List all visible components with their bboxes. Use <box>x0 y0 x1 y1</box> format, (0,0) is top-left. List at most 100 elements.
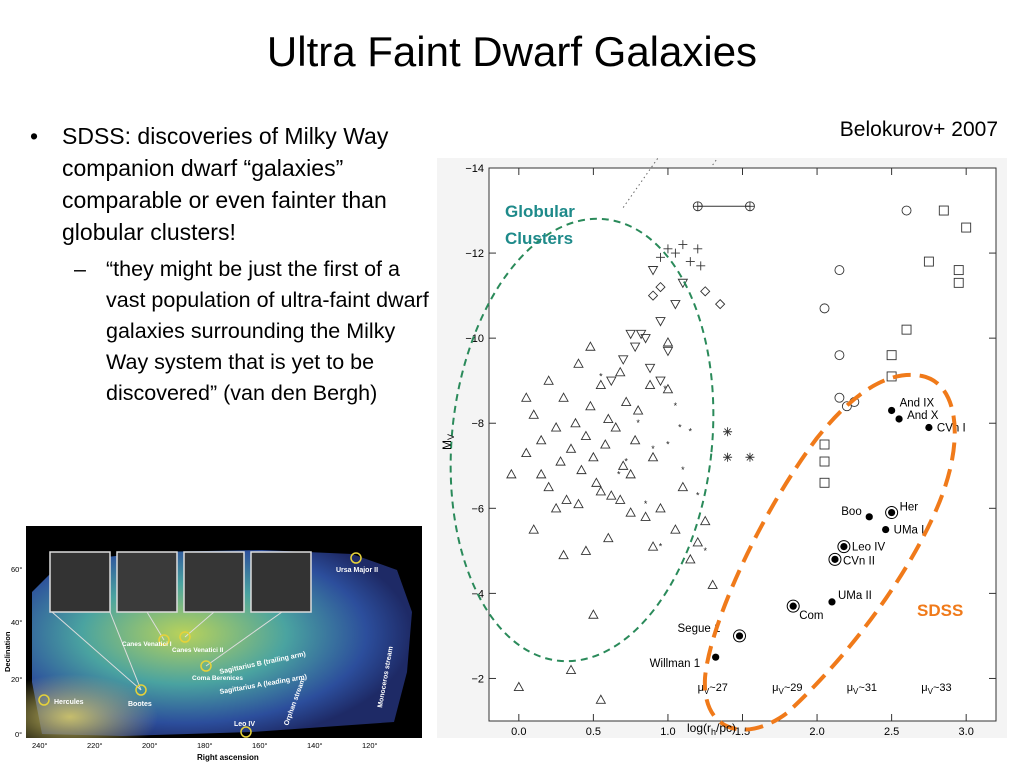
dwarf-galaxy-label: CVn I <box>937 422 966 434</box>
plus-mark <box>693 244 703 254</box>
triangle-mark <box>625 468 636 479</box>
square-mark <box>819 456 830 467</box>
inset-connector <box>184 611 215 638</box>
square-mark <box>953 265 964 276</box>
circle-mark <box>841 401 852 412</box>
slide-title: Ultra Faint Dwarf Galaxies <box>266 28 758 75</box>
diamond-mark <box>700 286 711 297</box>
triangle-mark <box>585 341 596 351</box>
plus-mark <box>655 252 665 262</box>
dwarf-galaxy-mark <box>712 653 720 661</box>
skymap-y-tick: 60° <box>11 565 22 574</box>
circle-mark <box>834 392 845 403</box>
triangle-mark <box>620 396 632 407</box>
triangle-mark <box>595 379 607 389</box>
sdss-sky-map: Ursa Major II Canes Venatici I Canes Ven… <box>2 522 424 764</box>
y-axis-label: MV <box>440 434 456 450</box>
dwarf-galaxy-mark <box>925 423 933 432</box>
circle-mark <box>901 205 912 216</box>
dwarf-galaxy-label: Com <box>799 610 823 622</box>
triangle-mark <box>692 536 704 547</box>
dwarf-galaxy-mark <box>882 525 890 534</box>
triangle-mark <box>573 358 584 368</box>
object-label: Leo IV <box>234 721 255 728</box>
sdss-ellipse <box>702 373 957 732</box>
inverted-triangle-mark <box>662 346 674 357</box>
inverted-triangle-mark <box>629 342 641 353</box>
x-tick-label: 2.0 <box>809 726 824 738</box>
dwarf-galaxy-label: Willman 1 <box>650 658 700 670</box>
object-marker <box>38 694 50 706</box>
bullet-marker: • <box>30 123 39 149</box>
inset-image-2 <box>116 551 178 613</box>
object-label: Coma Berenices <box>192 675 243 682</box>
triangle-mark <box>565 443 577 453</box>
triangle-mark <box>595 485 607 496</box>
triangle-mark <box>588 451 599 462</box>
iso-line-label: μV~33 <box>921 682 951 696</box>
skymap-x-tick: 200° <box>142 741 158 750</box>
square-mark <box>938 205 949 216</box>
triangle-mark <box>535 468 547 479</box>
plus-mark <box>670 248 680 258</box>
dwarf-galaxy-ring <box>837 540 851 554</box>
inset-connector <box>109 611 142 691</box>
triangle-mark <box>685 553 696 564</box>
triangle-mark <box>595 694 607 704</box>
cross-circle-mark <box>745 201 755 211</box>
dwarf-galaxy-mark <box>840 542 848 551</box>
y-tick-label: −2 <box>471 673 484 685</box>
x-tick-label: 0.0 <box>511 726 526 738</box>
triangle-mark <box>570 417 581 428</box>
object-marker <box>200 660 212 672</box>
cross-circle-mark <box>693 201 703 211</box>
star-mark: * <box>696 491 700 501</box>
triangle-mark <box>670 524 681 534</box>
star-mark: * <box>636 418 640 428</box>
dwarf-galaxy-mark <box>888 406 896 415</box>
star-mark: * <box>681 465 685 475</box>
object-marker <box>240 726 252 738</box>
triangle-mark <box>513 681 525 692</box>
plus-mark <box>678 240 688 250</box>
triangle-mark <box>558 392 569 402</box>
triangle-mark <box>632 405 644 415</box>
asterisk-mark <box>723 452 733 462</box>
dwarf-galaxy-mark <box>828 598 836 606</box>
iso-line-label: μV~27 <box>698 682 728 696</box>
star-mark: * <box>617 469 621 479</box>
triangle-mark <box>647 541 659 551</box>
star-mark: * <box>599 371 603 381</box>
object-marker <box>179 631 191 643</box>
triangle-mark <box>655 502 666 513</box>
object-label: Canes Venatici II <box>172 647 223 654</box>
triangle-mark <box>614 366 626 377</box>
skymap-y-label: Declination <box>3 631 12 672</box>
dwarf-galaxy-mark <box>735 632 744 640</box>
triangle-mark <box>528 409 540 419</box>
triangle-mark <box>580 430 592 441</box>
star-mark: * <box>678 422 682 432</box>
dwarf-galaxy-mark <box>789 602 797 610</box>
y-tick-label: −6 <box>471 503 484 515</box>
triangle-mark <box>580 545 592 555</box>
sub-bullet-item: – “they might be just the first of a vas… <box>30 254 440 409</box>
magnitude-size-plot: 0.0 0.5 1.0 1.5 2.0 2.5 3.0−14−12−10−8−6−4−2 *… <box>437 158 1007 738</box>
sub-bullet-text: “they might be just the first of a vast … <box>106 257 429 405</box>
skymap-x-tick: 140° <box>307 741 323 750</box>
inverted-triangle-mark <box>647 266 659 276</box>
iso-line-label: μV~29 <box>772 682 802 696</box>
dwarf-galaxy-label: And X <box>907 410 939 422</box>
figure-credit: Belokurov+ 2007 <box>839 118 998 141</box>
square-mark <box>953 277 964 288</box>
triangle-mark <box>640 511 651 521</box>
triangle-mark <box>629 434 641 445</box>
x-tick-label: 2.5 <box>884 726 899 738</box>
asterisk-mark <box>723 427 733 437</box>
plus-mark <box>696 261 706 271</box>
inset-image-4 <box>250 551 312 613</box>
star-mark: * <box>651 444 655 454</box>
circle-mark <box>834 265 845 276</box>
triangle-mark <box>585 400 596 411</box>
skymap-x-tick: 180° <box>197 741 213 750</box>
